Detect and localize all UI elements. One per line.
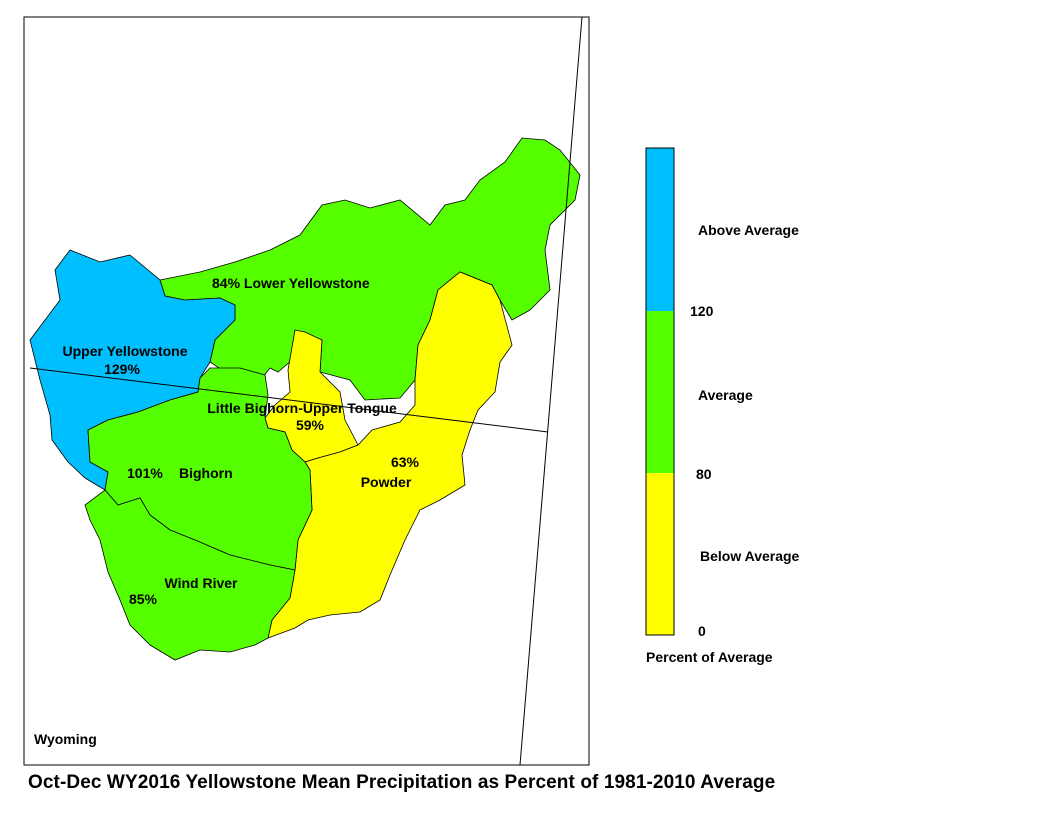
basin-powder[interactable]: [267, 271, 513, 639]
label-powder-name: Powder: [361, 474, 412, 490]
label-upper-yellowstone-percent: 129%: [104, 361, 140, 377]
label-little-bighorn-upper-tongue-name: Little Bighorn-Upper Tongue: [207, 400, 397, 416]
legend-swatch-average: [646, 311, 674, 473]
legend-label-below: Below Average: [700, 548, 800, 564]
label-upper-yellowstone-name: Upper Yellowstone: [63, 343, 188, 359]
label-bighorn: 101% Bighorn: [127, 465, 233, 481]
legend-swatch-above: [646, 148, 674, 311]
legend-label-above: Above Average: [698, 222, 799, 238]
legend-swatch-below: [646, 473, 674, 635]
state-border-north: [29, 367, 549, 433]
map-title: Oct-Dec WY2016 Yellowstone Mean Precipit…: [28, 772, 776, 793]
state-label: Wyoming: [34, 731, 97, 747]
legend-break-80: 80: [696, 466, 712, 482]
label-powder-percent: 63%: [391, 454, 420, 470]
legend-break-0: 0: [698, 623, 706, 639]
legend-break-120: 120: [690, 303, 714, 319]
label-little-bighorn-upper-tongue-percent: 59%: [296, 417, 325, 433]
label-wind-river-percent: 85%: [129, 591, 158, 607]
label-wind-river-name: Wind River: [165, 575, 239, 591]
legend-title: Percent of Average: [646, 649, 773, 665]
legend-label-average: Average: [698, 387, 753, 403]
legend: Above Average Average Below Average 120 …: [645, 147, 800, 665]
label-lower-yellowstone: 84% Lower Yellowstone: [212, 275, 370, 291]
legend-bar-outline: [645, 147, 675, 636]
basin-wind-river[interactable]: [84, 489, 296, 661]
state-border-east: [519, 16, 583, 766]
